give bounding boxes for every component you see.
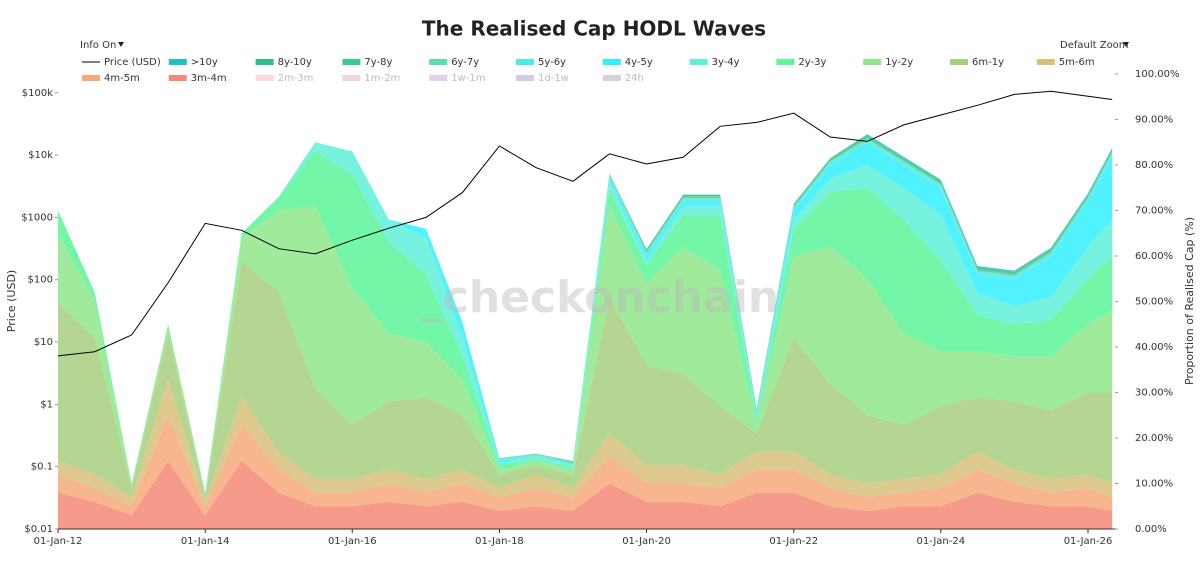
legend-label[interactable]: 24h — [625, 73, 644, 84]
legend-label[interactable]: 7y-8y — [364, 57, 392, 68]
legend-label[interactable]: 1w-1m — [451, 73, 485, 84]
legend-swatch — [255, 59, 274, 65]
x-tick-label: 01-Jan-26 — [1064, 536, 1113, 547]
y-tick-label: $100 — [28, 275, 53, 286]
legend-label[interactable]: 4m-5m — [104, 73, 140, 84]
y2-axis-title: Proportion of Realised Cap (%) — [1183, 217, 1196, 385]
x-tick-label: 01-Jan-22 — [769, 536, 818, 547]
legend-swatch — [168, 59, 187, 65]
legend-swatch — [1036, 59, 1055, 65]
x-tick-label: 01-Jan-14 — [181, 536, 230, 547]
y2-tick-label: 10.00% — [1135, 479, 1173, 490]
legend-swatch — [689, 59, 708, 65]
legend-label[interactable]: 5m-6m — [1059, 57, 1095, 68]
legend-label[interactable]: Price (USD) — [104, 57, 161, 68]
legend-label[interactable]: 2y-3y — [798, 57, 826, 68]
y2-tick-label: 60.00% — [1135, 251, 1173, 262]
zoom-menu[interactable]: Default Zoom — [1060, 40, 1129, 51]
y2-tick-label: 70.00% — [1135, 206, 1173, 217]
price-line — [57, 90, 1113, 357]
y2-tick-label: 30.00% — [1135, 388, 1173, 399]
y-tick-label: $1000 — [21, 212, 53, 223]
legend-swatch — [950, 59, 968, 65]
x-tick-label: 01-Jan-12 — [34, 536, 83, 547]
y-tick-label: $100k — [22, 88, 53, 99]
area-band — [58, 460, 1113, 529]
legend-swatch — [516, 59, 534, 65]
y2-tick-label: 80.00% — [1135, 160, 1173, 171]
legend-label[interactable]: 5y-6y — [538, 57, 566, 68]
x-tick-label: 01-Jan-18 — [475, 536, 524, 547]
legend-swatch — [429, 59, 448, 65]
y2-tick-label: 40.00% — [1135, 342, 1173, 353]
y2-tick-label: 0.00% — [1135, 524, 1167, 535]
legend-label[interactable]: 8y-10y — [278, 57, 312, 68]
y-axis-title: Price (USD) — [5, 270, 18, 332]
legend-label[interactable]: 3m-4m — [191, 73, 227, 84]
legend-swatch — [602, 59, 621, 65]
legend-swatch — [82, 75, 100, 81]
legend-label[interactable]: 1d-1w — [538, 73, 569, 84]
dropdown-arrow — [118, 42, 124, 47]
x-tick-label: 01-Jan-20 — [622, 536, 671, 547]
y-tick-label: $10k — [28, 150, 53, 161]
area-band — [58, 205, 1113, 498]
legend-swatch — [342, 59, 361, 65]
dropdown-arrow — [1123, 42, 1129, 47]
y2-tick-label: 20.00% — [1135, 433, 1173, 444]
y-tick-label: $10 — [34, 337, 53, 348]
legend-swatch — [602, 75, 621, 81]
y-tick-label: $1 — [40, 399, 53, 410]
watermark: _checkonchain — [421, 272, 779, 323]
legend-label[interactable]: 6y-7y — [451, 57, 479, 68]
chart-title: The Realised Cap HODL Waves — [422, 17, 766, 41]
area-band — [58, 378, 1113, 507]
legend-label[interactable]: 6m-1y — [972, 57, 1004, 68]
legend-swatch — [516, 75, 534, 81]
legend-label[interactable]: 2m-3m — [278, 73, 314, 84]
y2-tick-label: 100.00% — [1135, 69, 1180, 80]
legend-swatch — [863, 59, 882, 65]
info-menu[interactable]: Info On — [80, 40, 116, 51]
legend-swatch — [255, 75, 274, 81]
legend-label[interactable]: 1m-2m — [364, 73, 400, 84]
legend-label[interactable]: 4y-5y — [625, 57, 653, 68]
area-band — [58, 260, 1113, 502]
area-band — [58, 151, 1113, 493]
legend-swatch — [168, 75, 187, 81]
y-tick-label: $0.1 — [31, 462, 53, 473]
legend-label[interactable]: >10y — [191, 57, 218, 68]
legend-label[interactable]: 1y-2y — [885, 57, 913, 68]
y2-tick-label: 50.00% — [1135, 297, 1173, 308]
y-tick-label: $0.01 — [24, 524, 53, 535]
plot-area — [57, 90, 1113, 529]
legend-label[interactable]: 3y-4y — [712, 57, 740, 68]
y2-tick-label: 90.00% — [1135, 115, 1173, 126]
legend-swatch — [776, 59, 795, 65]
legend-swatch — [342, 75, 361, 81]
area-band — [58, 415, 1113, 516]
x-tick-label: 01-Jan-16 — [328, 536, 377, 547]
legend-swatch — [429, 75, 448, 81]
x-tick-label: 01-Jan-24 — [916, 536, 965, 547]
